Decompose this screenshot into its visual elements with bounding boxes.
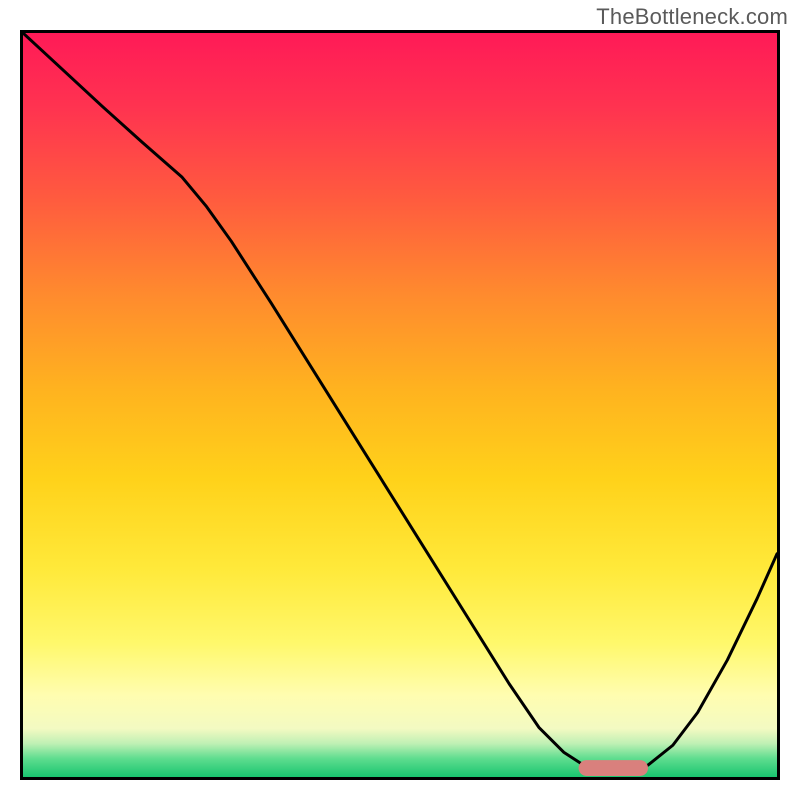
optimal-marker — [579, 760, 648, 776]
chart-svg — [23, 33, 777, 777]
watermark-text: TheBottleneck.com — [596, 4, 788, 30]
chart-background — [23, 33, 777, 777]
chart-plot-area — [20, 30, 780, 780]
